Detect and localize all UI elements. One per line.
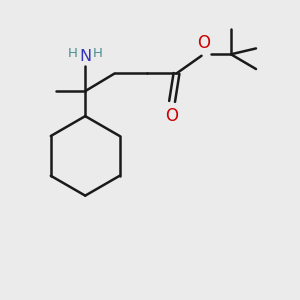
Text: H: H: [93, 46, 103, 60]
Text: N: N: [79, 49, 91, 64]
Text: H: H: [68, 46, 78, 60]
Text: O: O: [166, 107, 178, 125]
Text: O: O: [197, 34, 210, 52]
